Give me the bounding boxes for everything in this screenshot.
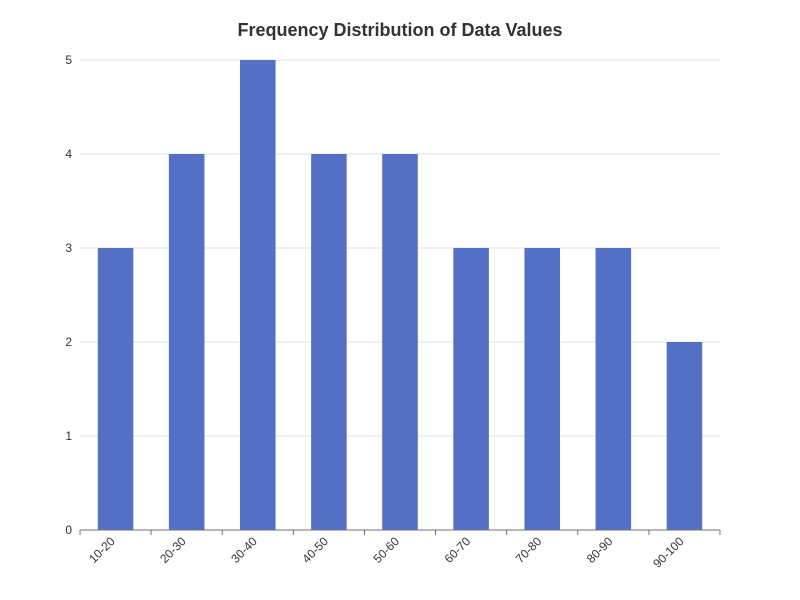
x-tick-label: 50-60	[371, 534, 403, 566]
bar-70-80	[524, 248, 560, 530]
x-tick-label: 40-50	[299, 534, 331, 566]
y-axis-ticks: 0 1 2 3 4 5	[65, 53, 72, 537]
bar-20-30	[168, 154, 205, 530]
x-tick-label: 60-70	[442, 534, 474, 566]
y-tick-label: 3	[65, 241, 72, 255]
y-tick-label: 0	[65, 523, 72, 537]
bar-10-20	[97, 248, 134, 530]
y-tick-label: 5	[65, 53, 72, 67]
y-tick-label: 4	[65, 147, 72, 161]
bar-60-70	[453, 248, 489, 530]
bar-40-50	[311, 154, 347, 530]
x-tick-label: 80-90	[584, 534, 616, 566]
bar-80-90	[595, 248, 632, 530]
y-tick-label: 2	[65, 335, 72, 349]
bars	[97, 60, 703, 530]
x-axis-ticks: 10-20 20-30 30-40 40-50 50-60 60-70 70-80 80-90…	[86, 534, 687, 571]
x-tick-label: 20-30	[157, 534, 189, 566]
bar-30-40	[240, 60, 276, 530]
chart-title: Frequency Distribution of Data Values	[237, 20, 563, 40]
x-tick-label: 70-80	[513, 534, 545, 566]
bar-90-100	[666, 342, 703, 530]
x-tick-label: 30-40	[228, 534, 260, 566]
x-tick-label: 90-100	[650, 534, 687, 571]
x-axis	[79, 529, 721, 535]
bar-50-60	[382, 154, 418, 530]
x-tick-label: 10-20	[86, 534, 118, 566]
y-tick-label: 1	[65, 429, 72, 443]
